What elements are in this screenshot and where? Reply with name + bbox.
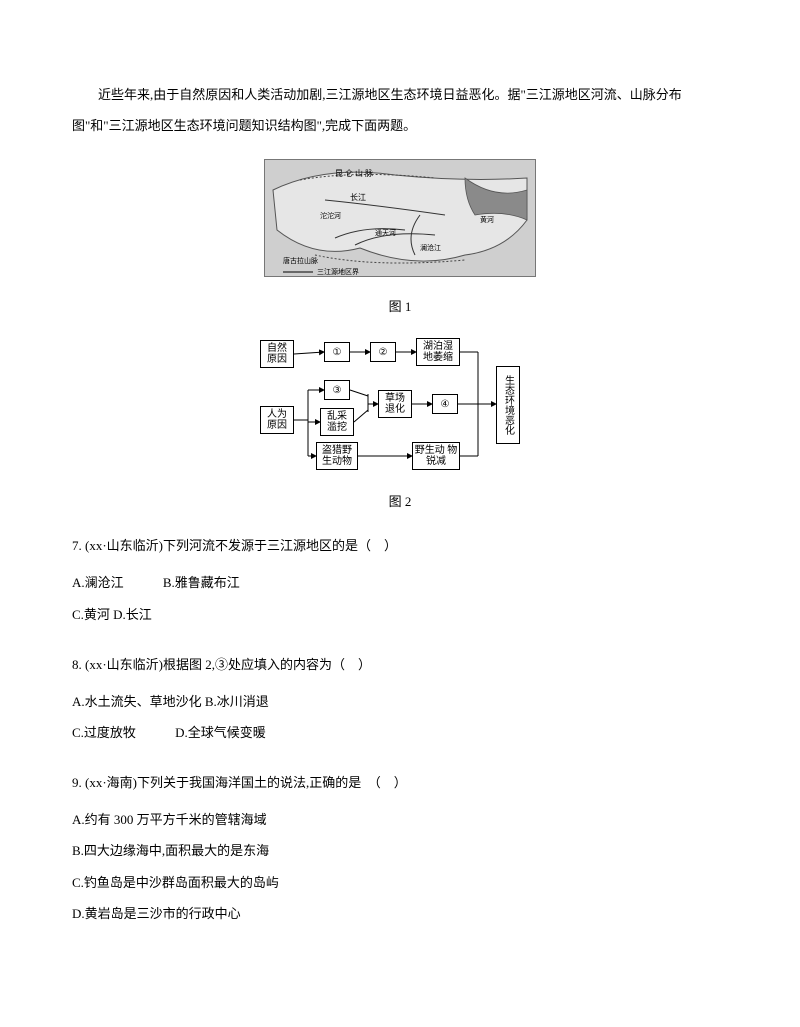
figure-2-wrap: 自然 原因 人为 原因 ① ② 湖泊湿 地萎缩 ③ 乱采 滥挖 盗猎野 生动物 … <box>72 334 728 478</box>
box-result: 生态环境恶化 <box>496 366 520 444</box>
box-4: ④ <box>432 394 458 414</box>
question-9-options: A.约有 300 万平方千米的管辖海域 B.四大边缘海中,面积最大的是东海 C.… <box>72 804 728 929</box>
map-label-kunlun: 昆 仑 山 脉 <box>335 168 373 178</box>
question-7-stem: 7. (xx·山东临沂)下列河流不发源于三江源地区的是（ ） <box>72 533 728 559</box>
box-lake: 湖泊湿 地萎缩 <box>416 338 460 366</box>
q9-opt-d: D.黄岩岛是三沙市的行政中心 <box>72 898 728 929</box>
box-wild: 野生动 物锐减 <box>412 442 460 470</box>
q9-opt-b: B.四大边缘海中,面积最大的是东海 <box>72 835 728 866</box>
q8-opt-d: D.全球气候变暖 <box>175 725 266 740</box>
q9-opt-a: A.约有 300 万平方千米的管辖海域 <box>72 804 728 835</box>
map-label-tanggula: 唐古拉山脉 <box>283 256 318 265</box>
map-label-huanghe: 黄河 <box>480 215 494 224</box>
q9-opt-c: C.钓鱼岛是中沙群岛面积最大的岛屿 <box>72 867 728 898</box>
q8-opt-c: C.过度放牧 <box>72 725 136 740</box>
box-natural: 自然 原因 <box>260 340 294 368</box>
map-label-changjiang: 长江 <box>350 192 366 202</box>
figure-2-caption: 图 2 <box>72 492 728 512</box>
q8-opt-b: B.冰川消退 <box>205 694 269 709</box>
question-7-options: A.澜沧江 B.雅鲁藏布江 C.黄河 D.长江 <box>72 567 728 629</box>
box-1: ① <box>324 342 350 362</box>
box-poach: 盗猎野 生动物 <box>316 442 358 470</box>
figure-1-map: 昆 仑 山 脉 长江 沱沱河 通天河 黄河 唐古拉山脉 澜沧江 三江源地区界 <box>264 159 536 277</box>
map-label-boundary: 三江源地区界 <box>317 267 359 276</box>
box-3: ③ <box>324 380 350 400</box>
box-human: 人为 原因 <box>260 406 294 434</box>
figure-1-caption: 图 1 <box>72 297 728 317</box>
question-8-options: A.水土流失、草地沙化 B.冰川消退 C.过度放牧 D.全球气候变暖 <box>72 686 728 748</box>
box-mining: 乱采 滥挖 <box>320 408 354 436</box>
q7-opt-c: C.黄河 <box>72 607 110 622</box>
q7-opt-b: B.雅鲁藏布江 <box>163 575 240 590</box>
question-8-stem: 8. (xx·山东临沂)根据图 2,③处应填入的内容为（ ） <box>72 652 728 678</box>
q8-opt-a: A.水土流失、草地沙化 <box>72 694 202 709</box>
intro-paragraph: 近些年来,由于自然原因和人类活动加剧,三江源地区生态环境日益恶化。据"三江源地区… <box>72 79 728 141</box>
map-label-tongtian: 通天河 <box>375 228 396 237</box>
figure-1-wrap: 昆 仑 山 脉 长江 沱沱河 通天河 黄河 唐古拉山脉 澜沧江 三江源地区界 <box>72 159 728 283</box>
box-grass: 草场 退化 <box>378 390 412 418</box>
box-2: ② <box>370 342 396 362</box>
map-label-lancang: 澜沧江 <box>420 243 441 252</box>
question-9-stem: 9. (xx·海南)下列关于我国海洋国土的说法,正确的是 （ ） <box>72 770 728 796</box>
map-label-tuotuo: 沱沱河 <box>320 211 341 220</box>
figure-2-diagram: 自然 原因 人为 原因 ① ② 湖泊湿 地萎缩 ③ 乱采 滥挖 盗猎野 生动物 … <box>260 334 540 472</box>
q7-opt-d: D.长江 <box>113 607 152 622</box>
document-page: 近些年来,由于自然原因和人类活动加剧,三江源地区生态环境日益恶化。据"三江源地区… <box>0 0 800 1027</box>
q7-opt-a: A.澜沧江 <box>72 575 124 590</box>
